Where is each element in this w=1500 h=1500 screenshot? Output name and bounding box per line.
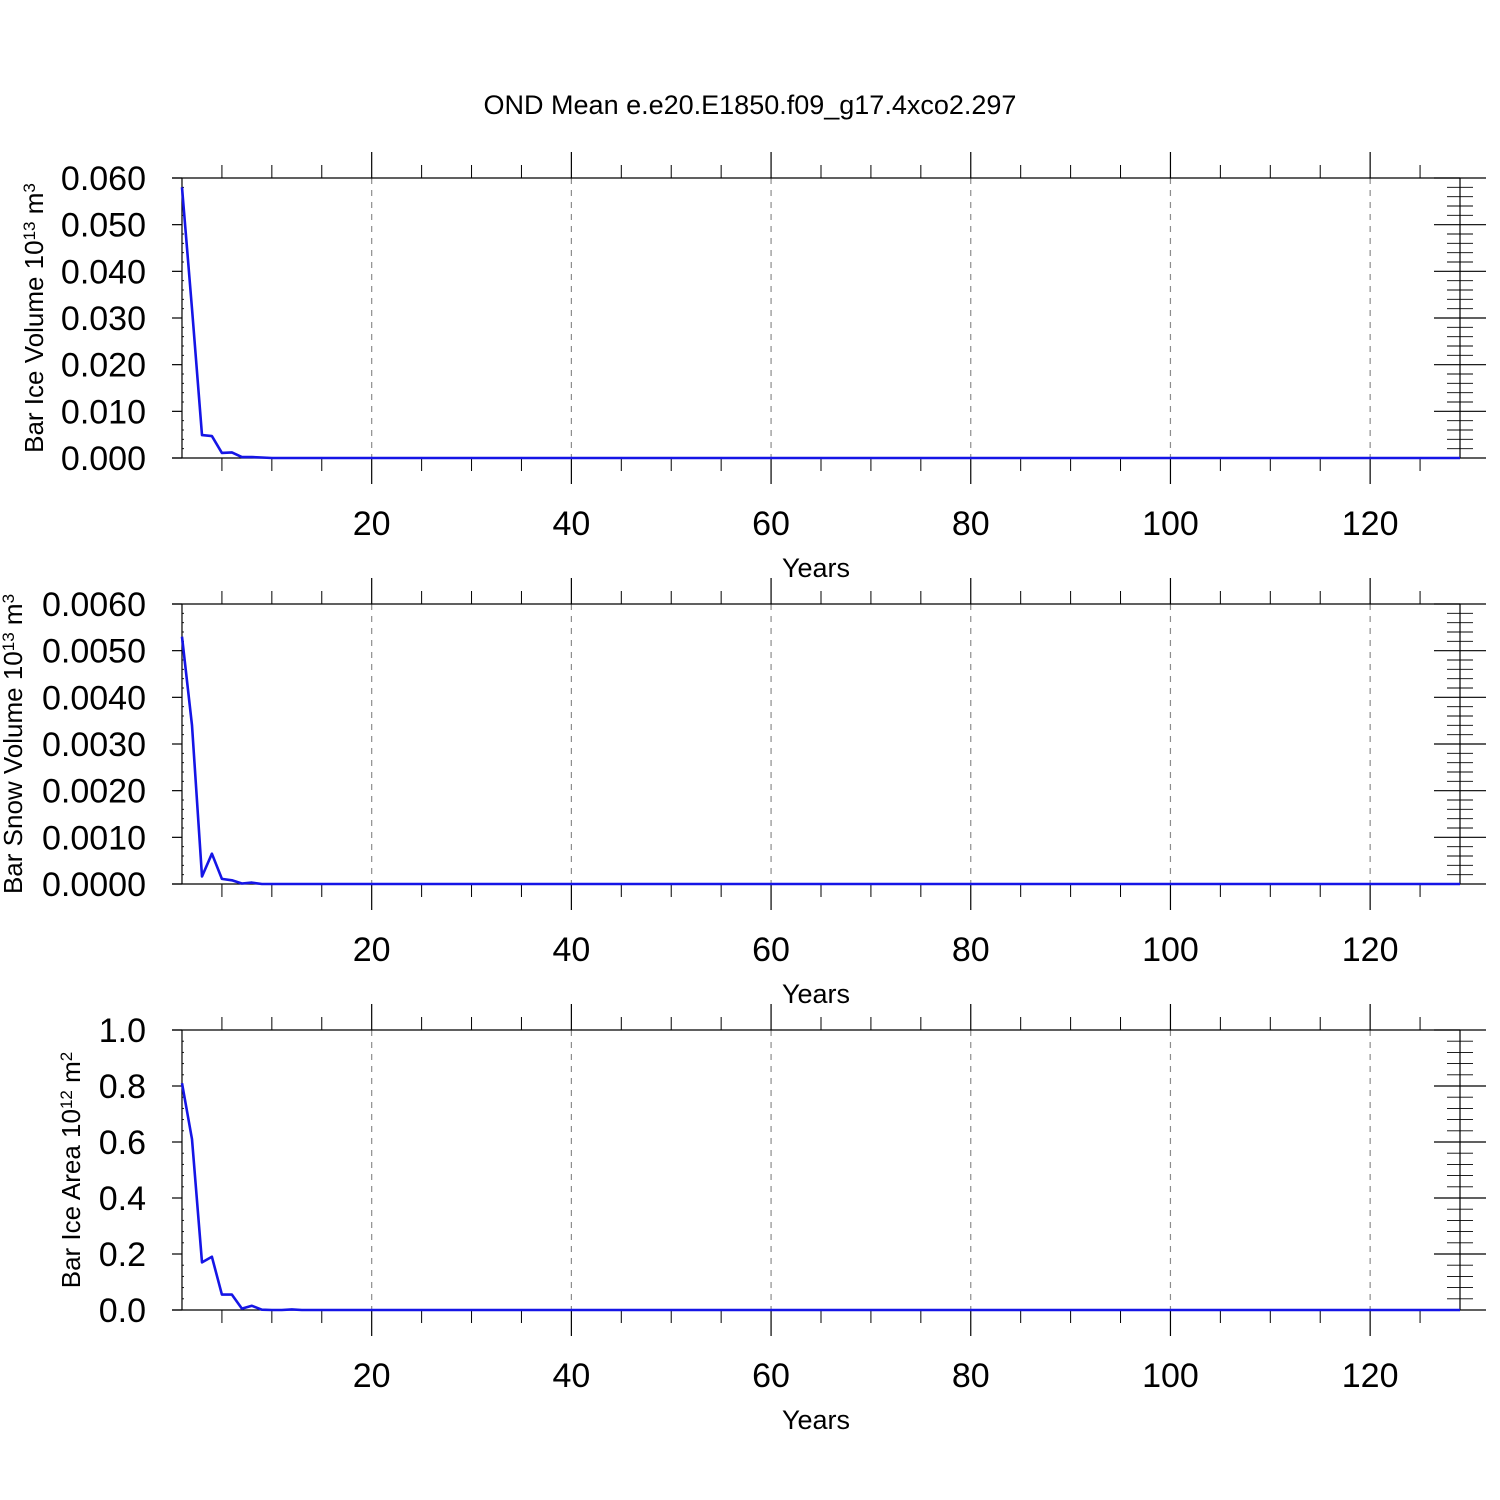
x-tick-label: 40 bbox=[552, 1357, 590, 1395]
x-tick-label: 100 bbox=[1142, 1357, 1199, 1395]
y-tick-label: 0.0010 bbox=[42, 819, 146, 857]
x-tick-label: 80 bbox=[952, 505, 990, 543]
x-tick-label: 60 bbox=[752, 1357, 790, 1395]
series-line bbox=[180, 187, 1460, 460]
y-axis-label: Bar Ice Area 1012 m2 bbox=[56, 1052, 86, 1289]
y-tick-label: 0.020 bbox=[61, 347, 146, 385]
y-tick-label: 0.060 bbox=[61, 160, 146, 198]
y-tick-label: 0.6 bbox=[99, 1124, 146, 1162]
y-tick-label: 0.0020 bbox=[42, 773, 146, 811]
y-axis-label: Bar Ice Volume 1013 m3 bbox=[19, 183, 49, 453]
x-tick-label: 120 bbox=[1342, 931, 1399, 969]
x-tick-label: 120 bbox=[1342, 1357, 1399, 1395]
x-tick-label: 80 bbox=[952, 1357, 990, 1395]
y-tick-label: 0.4 bbox=[99, 1180, 146, 1218]
x-tick-label: 20 bbox=[353, 1357, 391, 1395]
y-axis-label: Bar Snow Volume 1013 m3 bbox=[0, 594, 28, 894]
y-tick-label: 0.0030 bbox=[42, 726, 146, 764]
y-tick-label: 0.8 bbox=[99, 1068, 146, 1106]
y-tick-label: 0.010 bbox=[61, 393, 146, 431]
x-axis-label: Years bbox=[782, 1405, 850, 1435]
x-tick-label: 120 bbox=[1342, 505, 1399, 543]
x-tick-label: 40 bbox=[552, 931, 590, 969]
series-line bbox=[180, 636, 1460, 886]
series-line bbox=[180, 1082, 1460, 1312]
y-tick-label: 0.0000 bbox=[42, 866, 146, 904]
y-tick-label: 0.000 bbox=[61, 440, 146, 478]
y-tick-label: 0.0050 bbox=[42, 633, 146, 671]
x-tick-label: 100 bbox=[1142, 931, 1199, 969]
y-tick-label: 0.0 bbox=[99, 1292, 146, 1330]
panel-ice-area: Bar Ice Area 1012 m2 Years 20 40 60 80 100 12… bbox=[56, 1004, 1486, 1435]
panel-ice-volume: Bar Ice Volume 1013 m3 Years 20 40 60 80 100… bbox=[19, 152, 1486, 583]
y-tick-label: 0.030 bbox=[61, 300, 146, 338]
x-tick-label: 100 bbox=[1142, 505, 1199, 543]
x-axis-label: Years bbox=[782, 553, 850, 583]
y-tick-label: 0.050 bbox=[61, 207, 146, 245]
panel-snow-volume: Bar Snow Volume 1013 m3 Years 20 40 60 80 10… bbox=[0, 578, 1486, 1009]
x-tick-label: 60 bbox=[752, 931, 790, 969]
figure-title: OND Mean e.e20.E1850.f09_g17.4xco2.297 bbox=[484, 90, 1017, 120]
x-tick-label: 40 bbox=[552, 505, 590, 543]
x-tick-label: 60 bbox=[752, 505, 790, 543]
x-axis-label: Years bbox=[782, 979, 850, 1009]
y-tick-label: 0.0040 bbox=[42, 679, 146, 717]
y-tick-label: 0.040 bbox=[61, 253, 146, 291]
y-tick-label: 0.2 bbox=[99, 1236, 146, 1274]
y-tick-label: 1.0 bbox=[99, 1012, 146, 1050]
y-tick-label: 0.0060 bbox=[42, 586, 146, 624]
x-tick-label: 20 bbox=[353, 505, 391, 543]
x-tick-label: 20 bbox=[353, 931, 391, 969]
x-tick-label: 80 bbox=[952, 931, 990, 969]
